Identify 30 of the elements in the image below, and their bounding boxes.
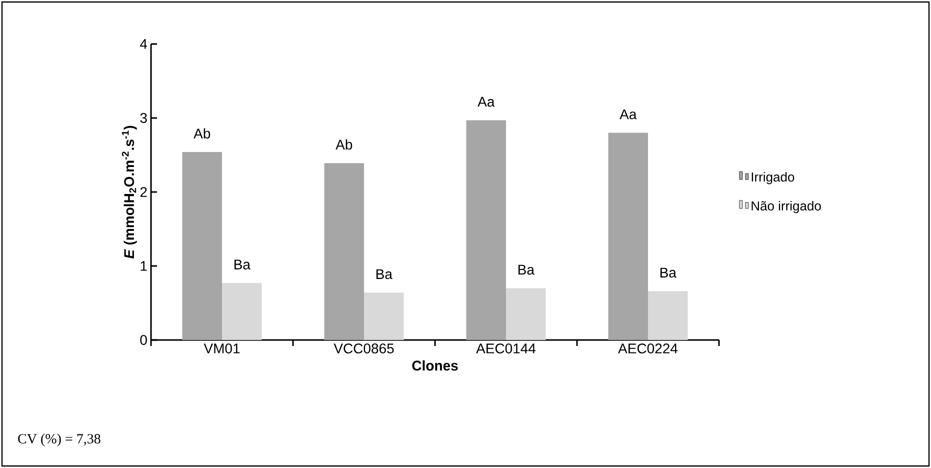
y-tick-label: 0 [140,335,147,345]
legend-label: Não irrigado [752,200,821,214]
x-tick-label: AEC0144 [476,344,536,354]
annotation: Ba [660,268,676,278]
annotation: Ba [234,260,250,270]
y-tick-label: 4 [140,39,148,49]
bar [506,288,546,340]
annotation: Ab [194,128,210,139]
annotation: Ab [336,139,352,150]
x-tick-label: AEC0224 [618,344,678,354]
y-axis-title: E (mmolH$_{2}$O.m$^{-2}$.s$^{-1}$) [122,126,137,259]
bar [364,292,404,340]
annotation: Aa [620,109,637,120]
bar [182,152,222,340]
bar [648,291,688,340]
bar [222,283,262,340]
x-axis-title: Clones [412,360,458,371]
annotation: Ba [518,264,534,275]
bar [324,163,364,340]
legend-label: Irrigado [752,172,794,184]
bar [608,132,648,340]
text: CV (%) = 7,38 [18,434,100,446]
annotation: Ba [376,269,392,280]
x-tick-label: VM01 [204,344,240,354]
bar [466,120,506,340]
y-tick-label: 2 [140,187,147,197]
y-tick-label: 3 [140,113,147,123]
x-tick-label: VCC0865 [334,344,394,354]
y-tick-label: 1 [140,261,147,271]
annotation: Aa [478,96,495,107]
